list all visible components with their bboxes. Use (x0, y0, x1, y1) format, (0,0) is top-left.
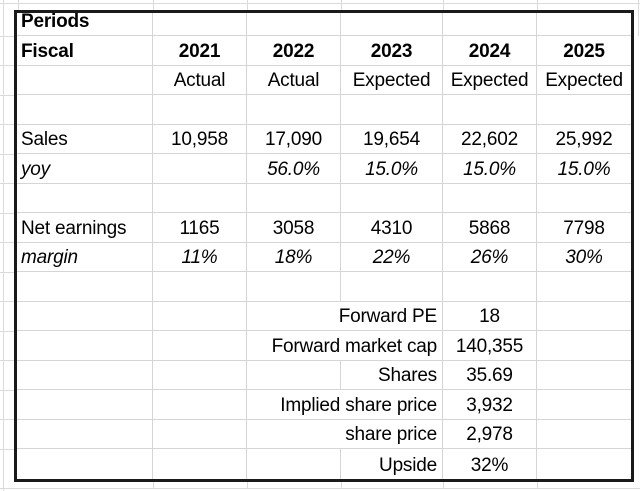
empty-cell[interactable] (537, 420, 631, 450)
empty-cell[interactable] (537, 390, 631, 420)
sales-label-cell[interactable]: Sales (17, 124, 153, 155)
empty-cell[interactable] (153, 301, 247, 332)
net-earnings-value-cell[interactable]: 3058 (247, 213, 341, 243)
yoy-value-cell[interactable] (153, 154, 247, 184)
empty-cell[interactable] (17, 419, 153, 450)
empty-cell[interactable] (17, 95, 153, 125)
empty-cell[interactable] (153, 390, 247, 420)
sales-value-cell[interactable]: 10,958 (153, 124, 247, 155)
period-type-cell[interactable]: Expected (537, 66, 631, 96)
empty-cell[interactable] (153, 331, 247, 361)
empty-cell[interactable] (247, 272, 341, 302)
empty-cell[interactable] (443, 272, 537, 302)
empty-cell[interactable] (247, 95, 341, 125)
year-header-cell[interactable]: 2023 (341, 36, 443, 66)
financial-projection-table: Periods Fiscal 2021 2022 2023 2024 2025 … (14, 10, 634, 482)
share-price-label-cell[interactable]: share price (247, 419, 443, 450)
share-price-value-cell[interactable]: 2,978 (443, 419, 537, 450)
empty-cell[interactable] (537, 184, 631, 214)
empty-cell[interactable] (341, 13, 443, 36)
empty-cell[interactable] (153, 449, 247, 479)
sales-value-cell[interactable]: 17,090 (247, 124, 341, 155)
sales-value-cell[interactable]: 22,602 (443, 124, 537, 155)
empty-cell[interactable] (443, 13, 537, 36)
implied-share-price-value-cell[interactable]: 3,932 (443, 390, 537, 420)
yoy-label-cell[interactable]: yoy (17, 154, 153, 184)
empty-cell[interactable] (537, 302, 631, 332)
upside-label-cell[interactable]: Upside (341, 449, 443, 479)
implied-share-price-label-cell[interactable]: Implied share price (247, 390, 443, 420)
sales-value-cell[interactable]: 19,654 (341, 124, 443, 155)
year-header-cell[interactable]: 2025 (537, 36, 631, 66)
empty-cell[interactable] (341, 272, 443, 302)
empty-cell[interactable] (153, 13, 247, 36)
forward-market-cap-value-cell[interactable]: 140,355 (443, 331, 537, 361)
empty-cell[interactable] (17, 390, 153, 420)
empty-cell[interactable] (17, 360, 153, 391)
empty-cell[interactable] (247, 360, 341, 391)
period-type-cell[interactable]: Actual (247, 65, 341, 96)
empty-cell[interactable] (153, 360, 247, 391)
yoy-value-cell[interactable]: 56.0% (247, 154, 341, 184)
margin-label-cell[interactable]: margin (17, 242, 153, 273)
empty-cell[interactable] (537, 449, 631, 479)
shares-label-cell[interactable]: Shares (341, 360, 443, 391)
margin-value-cell[interactable]: 30% (537, 243, 631, 273)
empty-cell[interactable] (537, 272, 631, 302)
empty-cell[interactable] (17, 65, 153, 96)
net-earnings-value-cell[interactable]: 7798 (537, 213, 631, 243)
margin-value-cell[interactable]: 26% (443, 242, 537, 273)
empty-cell[interactable] (537, 331, 631, 361)
empty-cell[interactable] (17, 301, 153, 332)
empty-cell[interactable] (247, 13, 341, 36)
period-type-cell[interactable]: Expected (443, 65, 537, 96)
empty-cell[interactable] (153, 272, 247, 302)
empty-cell[interactable] (443, 95, 537, 125)
yoy-value-cell[interactable]: 15.0% (443, 154, 537, 184)
period-type-cell[interactable]: Actual (153, 65, 247, 96)
year-header-cell[interactable]: 2024 (443, 36, 537, 66)
yoy-value-cell[interactable]: 15.0% (537, 154, 631, 184)
empty-cell[interactable] (17, 272, 153, 302)
sales-value-cell[interactable]: 25,992 (537, 125, 631, 155)
forward-pe-value-cell[interactable]: 18 (443, 301, 537, 332)
empty-cell[interactable] (153, 95, 247, 125)
empty-cell[interactable] (537, 361, 631, 391)
empty-cell[interactable] (17, 449, 153, 479)
year-header-cell[interactable]: 2022 (247, 36, 341, 66)
forward-pe-label-cell[interactable]: Forward PE (247, 301, 443, 332)
empty-cell[interactable] (537, 95, 631, 125)
empty-cell[interactable] (247, 449, 341, 479)
empty-cell[interactable] (153, 183, 247, 214)
empty-cell[interactable] (247, 183, 341, 214)
empty-cell[interactable] (537, 13, 631, 36)
net-earnings-value-cell[interactable]: 5868 (443, 213, 537, 243)
empty-cell[interactable] (341, 95, 443, 125)
period-type-cell[interactable]: Expected (341, 65, 443, 96)
margin-value-cell[interactable]: 11% (153, 242, 247, 273)
upside-value-cell[interactable]: 32% (443, 449, 537, 479)
empty-cell[interactable] (153, 419, 247, 450)
net-earnings-value-cell[interactable]: 1165 (153, 213, 247, 243)
fiscal-header-cell[interactable]: Fiscal (17, 36, 153, 66)
margin-value-cell[interactable]: 22% (341, 242, 443, 273)
empty-cell[interactable] (17, 183, 153, 214)
forward-market-cap-label-cell[interactable]: Forward market cap (247, 331, 443, 361)
net-earnings-label-cell[interactable]: Net earnings (17, 213, 153, 243)
empty-cell[interactable] (17, 331, 153, 361)
year-header-cell[interactable]: 2021 (153, 36, 247, 66)
empty-cell[interactable] (341, 183, 443, 214)
shares-value-cell[interactable]: 35.69 (443, 360, 537, 391)
yoy-value-cell[interactable]: 15.0% (341, 154, 443, 184)
net-earnings-value-cell[interactable]: 4310 (341, 213, 443, 243)
periods-header-cell[interactable]: Periods (17, 12, 153, 36)
empty-cell[interactable] (443, 183, 537, 214)
margin-value-cell[interactable]: 18% (247, 242, 341, 273)
